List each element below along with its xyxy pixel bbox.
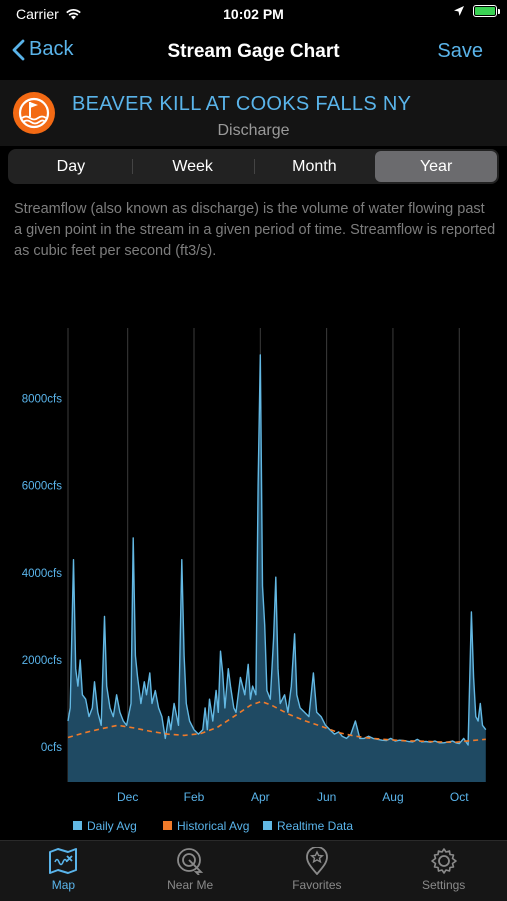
save-button[interactable]: Save bbox=[437, 40, 483, 62]
near-me-icon bbox=[177, 848, 204, 875]
x-tick-label: Oct bbox=[450, 790, 469, 804]
x-tick-label: Apr bbox=[251, 790, 270, 804]
segment-day[interactable]: Day bbox=[10, 151, 132, 182]
segment-month[interactable]: Month bbox=[253, 151, 376, 182]
legend-swatch bbox=[73, 821, 82, 830]
daily-avg-line bbox=[67, 354, 487, 746]
x-tick-label: Aug bbox=[382, 790, 403, 804]
wifi-icon bbox=[65, 9, 81, 20]
segment-week-label: Week bbox=[172, 157, 213, 175]
segment-month-label: Month bbox=[292, 157, 337, 175]
segment-year[interactable]: Year bbox=[375, 151, 497, 182]
tab-favorites-label: Favorites bbox=[292, 878, 342, 892]
tab-map[interactable]: Map bbox=[0, 841, 127, 901]
station-subtitle: Discharge bbox=[217, 122, 290, 139]
legend-swatch bbox=[163, 821, 172, 830]
gauge-logo-icon bbox=[13, 92, 55, 134]
y-tick-label: 4000cfs bbox=[22, 568, 63, 580]
back-label: Back bbox=[29, 38, 74, 60]
description-text: Streamflow (also known as discharge) is … bbox=[14, 201, 496, 259]
page-title: Stream Gage Chart bbox=[167, 41, 340, 62]
carrier-label: Carrier bbox=[16, 6, 59, 22]
favorites-pin-icon bbox=[305, 847, 328, 875]
legend-swatch bbox=[263, 821, 272, 830]
back-button[interactable]: Back bbox=[12, 38, 73, 61]
historical-avg-line bbox=[67, 700, 486, 744]
y-tick-label: 2000cfs bbox=[22, 655, 63, 667]
status-bar: Carrier 10:02 PM bbox=[0, 0, 507, 28]
segment-day-label: Day bbox=[56, 157, 86, 175]
legend-entry: Historical Avg bbox=[177, 819, 249, 833]
gear-icon bbox=[430, 848, 457, 874]
legend-entry: Realtime Data bbox=[277, 819, 353, 833]
station-header: BEAVER KILL AT COOKS FALLS NY Discharge bbox=[0, 80, 507, 146]
legend-entry: Daily Avg bbox=[87, 819, 137, 833]
y-tick-label: 6000cfs bbox=[22, 481, 63, 493]
location-arrow-icon bbox=[454, 6, 464, 16]
chevron-left-icon bbox=[12, 39, 25, 60]
battery-icon bbox=[473, 5, 500, 17]
x-tick-label: Jun bbox=[317, 790, 336, 804]
navigation-bar: Back Stream Gage Chart Save bbox=[0, 28, 507, 80]
y-tick-label: 0cfs bbox=[41, 742, 62, 754]
segment-year-label: Year bbox=[419, 157, 453, 175]
tab-favorites[interactable]: Favorites bbox=[254, 841, 381, 901]
tab-near-me[interactable]: Near Me bbox=[127, 841, 254, 901]
clock: 10:02 PM bbox=[223, 6, 284, 22]
x-tick-label: Dec bbox=[117, 790, 138, 804]
carrier: Carrier bbox=[16, 6, 82, 22]
tab-near-me-label: Near Me bbox=[167, 878, 214, 892]
x-tick-label: Feb bbox=[184, 790, 205, 804]
y-tick-label: 8000cfs bbox=[22, 393, 63, 405]
tab-settings-label: Settings bbox=[421, 878, 466, 892]
map-icon bbox=[49, 848, 78, 874]
tab-map-label: Map bbox=[51, 878, 76, 892]
segment-week[interactable]: Week bbox=[131, 151, 254, 182]
station-name: BEAVER KILL AT COOKS FALLS NY bbox=[72, 93, 412, 115]
daily-avg-area bbox=[68, 354, 486, 782]
discharge-chart[interactable]: 0cfs 2000cfs 4000cfs 6000cfs 8000cfs Dec Feb Ap… bbox=[0, 320, 507, 840]
tab-bar: Map Near Me Favorites Settings bbox=[0, 840, 507, 901]
tab-settings[interactable]: Settings bbox=[380, 841, 507, 901]
period-segmented-control: Day Week Month Year bbox=[8, 149, 499, 184]
